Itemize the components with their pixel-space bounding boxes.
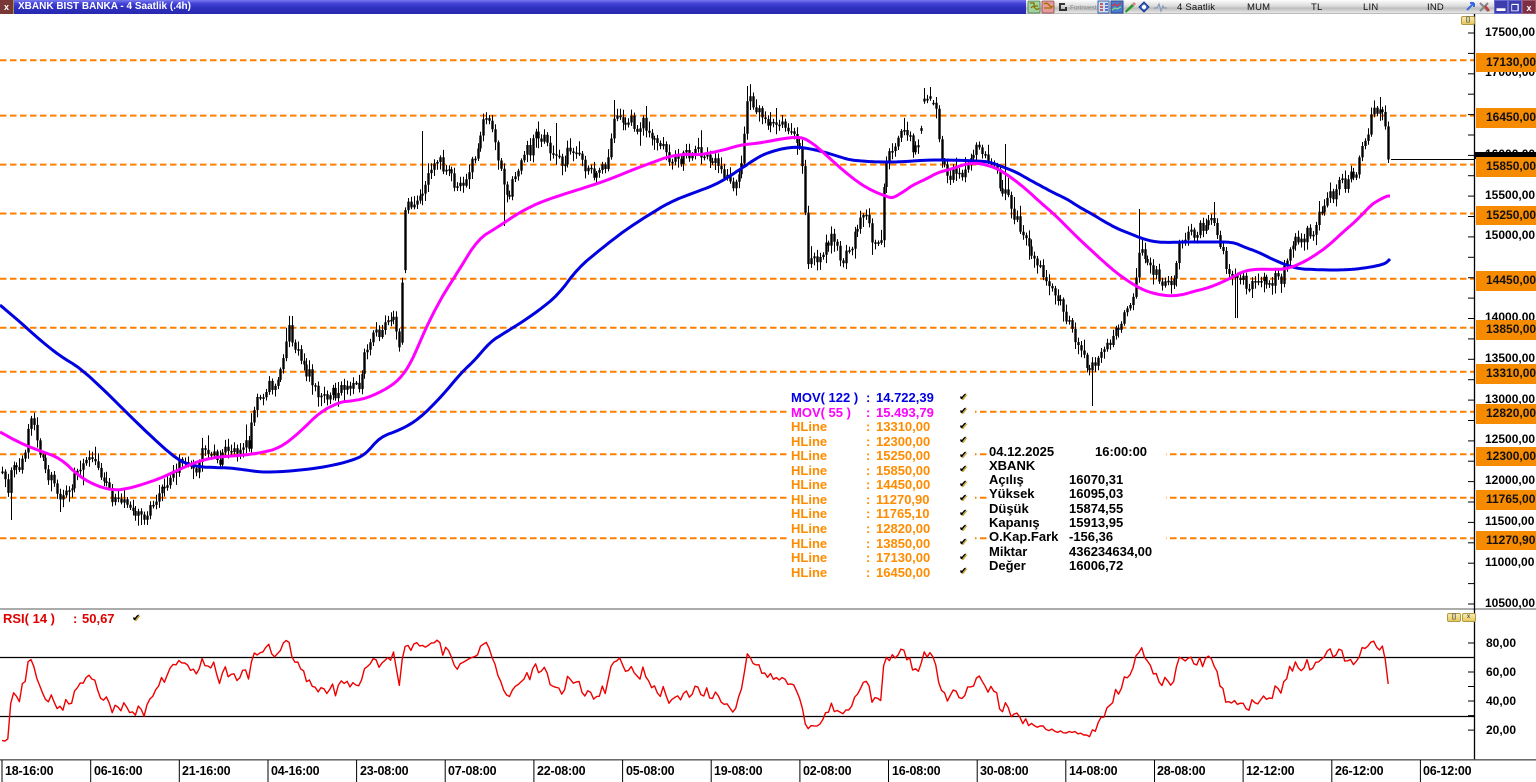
- svg-text:Forinvest: Forinvest: [1070, 5, 1097, 12]
